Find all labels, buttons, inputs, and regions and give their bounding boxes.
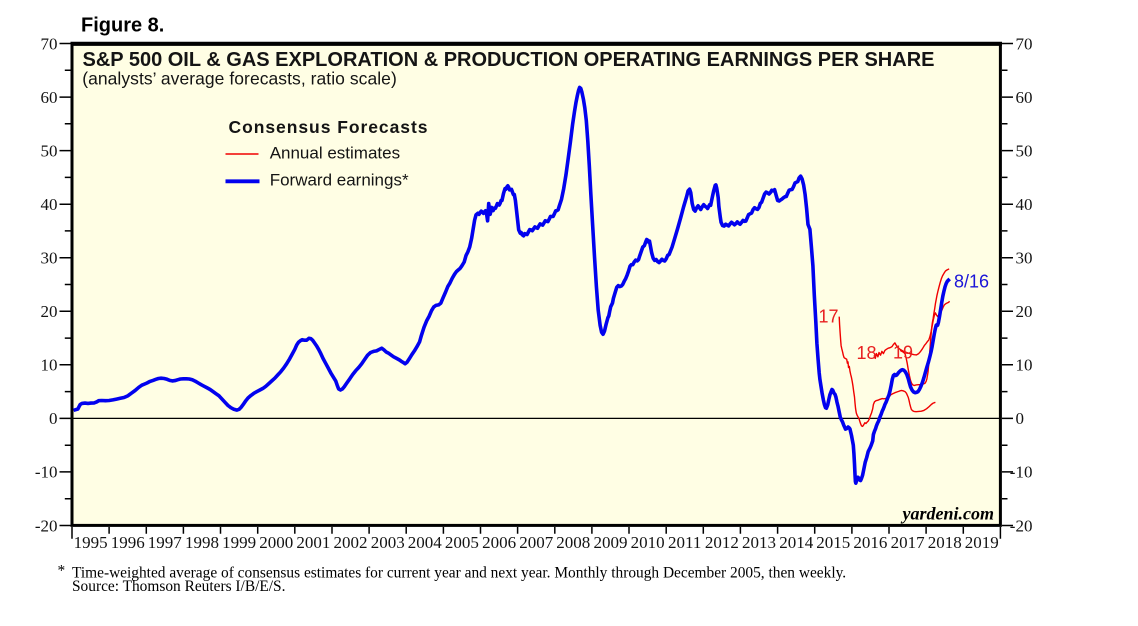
svg-text:1998: 1998 [185, 533, 219, 552]
svg-text:2000: 2000 [259, 533, 293, 552]
svg-text:2014: 2014 [779, 533, 814, 552]
svg-text:2001: 2001 [296, 533, 330, 552]
svg-text:2015: 2015 [816, 533, 850, 552]
svg-text:1999: 1999 [222, 533, 256, 552]
svg-text:0: 0 [1016, 409, 1025, 428]
svg-text:-10: -10 [1010, 463, 1033, 482]
svg-text:10: 10 [41, 356, 58, 375]
svg-text:2006: 2006 [482, 533, 516, 552]
svg-text:8/16: 8/16 [954, 272, 989, 292]
svg-text:1995: 1995 [74, 533, 108, 552]
svg-text:2011: 2011 [668, 533, 701, 552]
svg-text:17: 17 [819, 307, 839, 327]
svg-text:1996: 1996 [111, 533, 145, 552]
svg-text:2010: 2010 [631, 533, 665, 552]
svg-text:2019: 2019 [965, 533, 999, 552]
svg-text:20: 20 [41, 302, 58, 321]
svg-text:2008: 2008 [556, 533, 590, 552]
svg-text:40: 40 [1016, 195, 1033, 214]
svg-text:-20: -20 [35, 516, 58, 535]
svg-text:60: 60 [1016, 88, 1033, 107]
svg-text:20: 20 [1016, 302, 1033, 321]
svg-text:30: 30 [1016, 249, 1033, 268]
svg-text:19: 19 [893, 343, 913, 363]
svg-text:2005: 2005 [445, 533, 479, 552]
svg-text:70: 70 [41, 34, 58, 53]
svg-text:2017: 2017 [891, 533, 926, 552]
svg-text:Forward earnings*: Forward earnings* [270, 171, 409, 190]
svg-text:2012: 2012 [705, 533, 739, 552]
svg-text:40: 40 [41, 195, 58, 214]
svg-text:*: * [58, 563, 66, 580]
svg-text:2002: 2002 [334, 533, 368, 552]
svg-text:18: 18 [857, 343, 877, 363]
svg-text:Consensus Forecasts: Consensus Forecasts [229, 117, 429, 137]
svg-text:0: 0 [49, 409, 58, 428]
svg-text:60: 60 [41, 88, 58, 107]
svg-text:2016: 2016 [853, 533, 887, 552]
svg-text:(analysts’ average forecasts,: (analysts’ average forecasts, ratio scal… [82, 69, 397, 89]
svg-text:Source: Thomson Reuters I/B/E/: Source: Thomson Reuters I/B/E/S. [72, 578, 285, 595]
svg-text:50: 50 [1016, 141, 1033, 160]
svg-text:S&P 500 OIL & GAS EXPLORATION: S&P 500 OIL & GAS EXPLORATION & PRODUCTI… [83, 49, 935, 71]
svg-text:Figure 8.: Figure 8. [81, 15, 164, 37]
svg-text:2003: 2003 [371, 533, 405, 552]
svg-text:-10: -10 [35, 463, 58, 482]
svg-text:Time-weighted average of conse: Time-weighted average of consensus estim… [72, 564, 846, 581]
svg-text:Annual estimates: Annual estimates [270, 144, 400, 163]
svg-text:-20: -20 [1010, 516, 1033, 535]
svg-text:yardeni.com: yardeni.com [901, 504, 995, 524]
svg-text:2007: 2007 [519, 533, 554, 552]
svg-text:2009: 2009 [594, 533, 628, 552]
svg-text:2018: 2018 [928, 533, 962, 552]
svg-text:70: 70 [1016, 34, 1033, 53]
svg-text:10: 10 [1016, 356, 1033, 375]
svg-text:2013: 2013 [742, 533, 776, 552]
svg-text:2004: 2004 [408, 533, 443, 552]
svg-text:1997: 1997 [148, 533, 183, 552]
svg-text:30: 30 [41, 249, 58, 268]
svg-text:50: 50 [41, 141, 58, 160]
